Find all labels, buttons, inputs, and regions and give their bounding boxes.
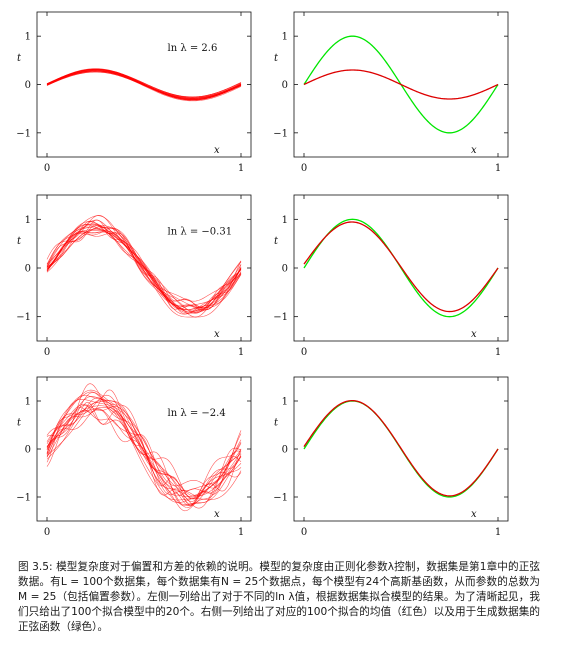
- fit-curve: [46, 409, 242, 497]
- figure-caption: 图 3.5: 模型复杂度对于偏置和方差的依赖的说明。模型的复杂度由正则化参数λ控…: [18, 561, 540, 633]
- y-tick-label: 0: [25, 80, 31, 91]
- x-tick-label: 1: [495, 347, 501, 358]
- fit-curve: [46, 408, 242, 500]
- x-tick-label: 0: [301, 527, 307, 538]
- x-tick-label: 0: [301, 347, 307, 358]
- y-axis-label: t: [17, 236, 22, 247]
- y-tick-label: −1: [273, 128, 288, 139]
- y-tick-label: 0: [282, 264, 288, 275]
- x-tick-label: 1: [495, 527, 501, 538]
- ln-lambda-annotation: ln λ = −0.31: [168, 226, 233, 237]
- fit-curve: [46, 404, 242, 507]
- panel-r2-c2: 10−10 1tx: [273, 194, 509, 358]
- x-tick-label: 1: [238, 347, 244, 358]
- fit-curve: [46, 219, 242, 310]
- y-tick-label: 0: [282, 445, 288, 456]
- x-axis-label: x: [471, 329, 477, 340]
- fit-curve: [46, 224, 242, 310]
- x-tick-label: 0: [44, 163, 50, 174]
- x-axis-label: x: [214, 509, 220, 520]
- y-tick-label: −1: [273, 493, 288, 504]
- y-axis-label: t: [17, 418, 22, 429]
- fit-curve: [46, 389, 242, 502]
- y-axis-label: t: [274, 236, 279, 247]
- fit-curve: [46, 215, 242, 313]
- y-tick-label: 0: [282, 80, 288, 91]
- y-axis-label: t: [274, 53, 279, 64]
- fit-curve: [46, 70, 242, 98]
- y-tick-label: −1: [16, 312, 31, 323]
- fit-curve: [46, 226, 242, 302]
- x-axis-label: x: [471, 145, 477, 156]
- fit-curve: [46, 230, 242, 315]
- fit-curve: [46, 215, 242, 311]
- y-tick-label: −1: [273, 312, 288, 323]
- fit-curve: [46, 399, 242, 501]
- x-tick-label: 0: [301, 163, 307, 174]
- x-tick-label: 0: [44, 347, 50, 358]
- fit-curve: [46, 401, 242, 507]
- panel-r3-c2: 10−10 1tx: [273, 376, 509, 538]
- fit-curve: [46, 383, 242, 507]
- y-tick-label: 1: [25, 32, 31, 43]
- y-tick-label: 1: [282, 215, 288, 226]
- y-tick-label: −1: [16, 493, 31, 504]
- x-tick-label: 1: [238, 163, 244, 174]
- y-tick-label: 1: [282, 32, 288, 43]
- fit-curve: [46, 230, 242, 309]
- fit-curve: [46, 395, 242, 498]
- mean-fit-curve: [303, 399, 499, 497]
- panel-r1-c2: 10−10 1tx: [273, 11, 509, 174]
- y-tick-label: −1: [16, 128, 31, 139]
- y-axis-label: t: [274, 418, 279, 429]
- y-tick-label: 1: [25, 397, 31, 408]
- ln-lambda-annotation: ln λ = 2.6: [168, 43, 218, 54]
- mean-fit-curve: [303, 221, 499, 313]
- x-axis-label: x: [214, 145, 220, 156]
- y-tick-label: 0: [25, 264, 31, 275]
- x-tick-label: 0: [44, 527, 50, 538]
- fit-curve: [46, 409, 242, 512]
- y-tick-label: 1: [25, 215, 31, 226]
- fit-curve: [46, 220, 242, 310]
- y-tick-label: 1: [282, 397, 288, 408]
- fit-curve: [46, 71, 242, 100]
- x-axis-label: x: [214, 329, 220, 340]
- x-tick-label: 1: [495, 163, 501, 174]
- fit-curve: [46, 70, 242, 102]
- x-tick-label: 1: [238, 527, 244, 538]
- mean-fit-curve: [303, 69, 499, 100]
- x-axis-label: x: [471, 509, 477, 520]
- fit-curve: [46, 231, 242, 318]
- y-tick-label: 0: [25, 445, 31, 456]
- y-axis-label: t: [17, 53, 22, 64]
- fit-curve: [46, 226, 242, 313]
- ln-lambda-annotation: ln λ = −2.4: [168, 408, 226, 419]
